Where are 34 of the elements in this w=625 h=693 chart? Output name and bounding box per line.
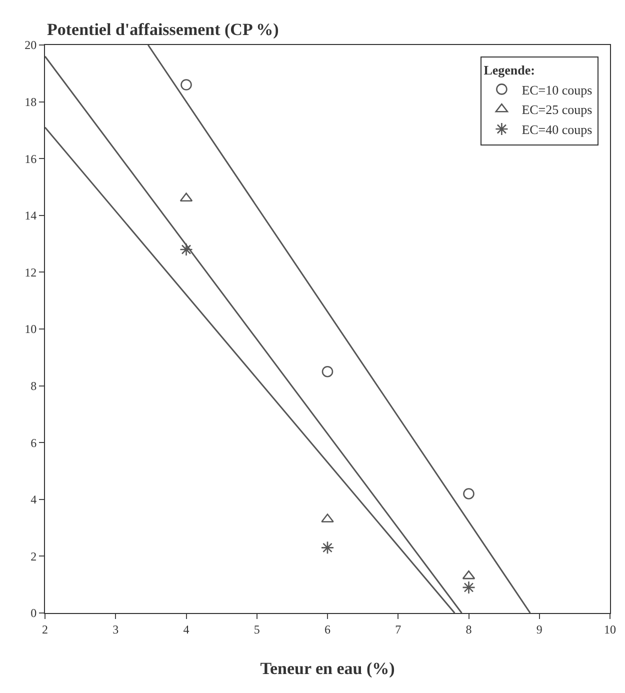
point [180, 192, 193, 202]
y-tick-label: 10 [24, 322, 37, 336]
x-tick-label: 3 [112, 622, 119, 636]
y-tick-label: 6 [30, 436, 37, 450]
y-tick-label: 4 [30, 492, 37, 507]
point [180, 79, 192, 90]
point [463, 488, 474, 500]
x-tick-label: 6 [324, 622, 330, 636]
x-tick-label: 2 [42, 622, 48, 636]
point [180, 242, 193, 256]
x-axis-title: Teneur en eau (%) [260, 659, 395, 678]
x-tick-label: 10 [604, 622, 616, 636]
legend-label: EC=25 coups [522, 102, 592, 118]
y-tick-label: 2 [30, 549, 37, 564]
y-tick-label: 20 [24, 38, 37, 52]
y-tick-label: 8 [30, 379, 37, 393]
legend-title: Legende: [484, 62, 535, 78]
y-tick-label: 16 [24, 152, 37, 166]
y-tick-label: 12 [24, 265, 37, 280]
x-tick-label: 4 [183, 622, 190, 636]
y-tick-label: 14 [24, 208, 37, 223]
x-tick-label: 7 [395, 622, 402, 636]
point [462, 580, 476, 594]
point [462, 570, 476, 580]
point [320, 541, 334, 554]
x-tick-label: 9 [536, 622, 542, 636]
y-axis-title: Potentiel d'affaissement (CP %) [47, 20, 279, 39]
legend-label: EC=40 coups [522, 122, 592, 138]
y-tick-label: 0 [30, 606, 37, 620]
y-tick-label: 18 [24, 95, 37, 109]
x-tick-label: 8 [466, 622, 472, 636]
legend-label: EC=10 coups [522, 82, 592, 98]
x-tick-label: 5 [254, 622, 260, 636]
point [322, 366, 334, 378]
